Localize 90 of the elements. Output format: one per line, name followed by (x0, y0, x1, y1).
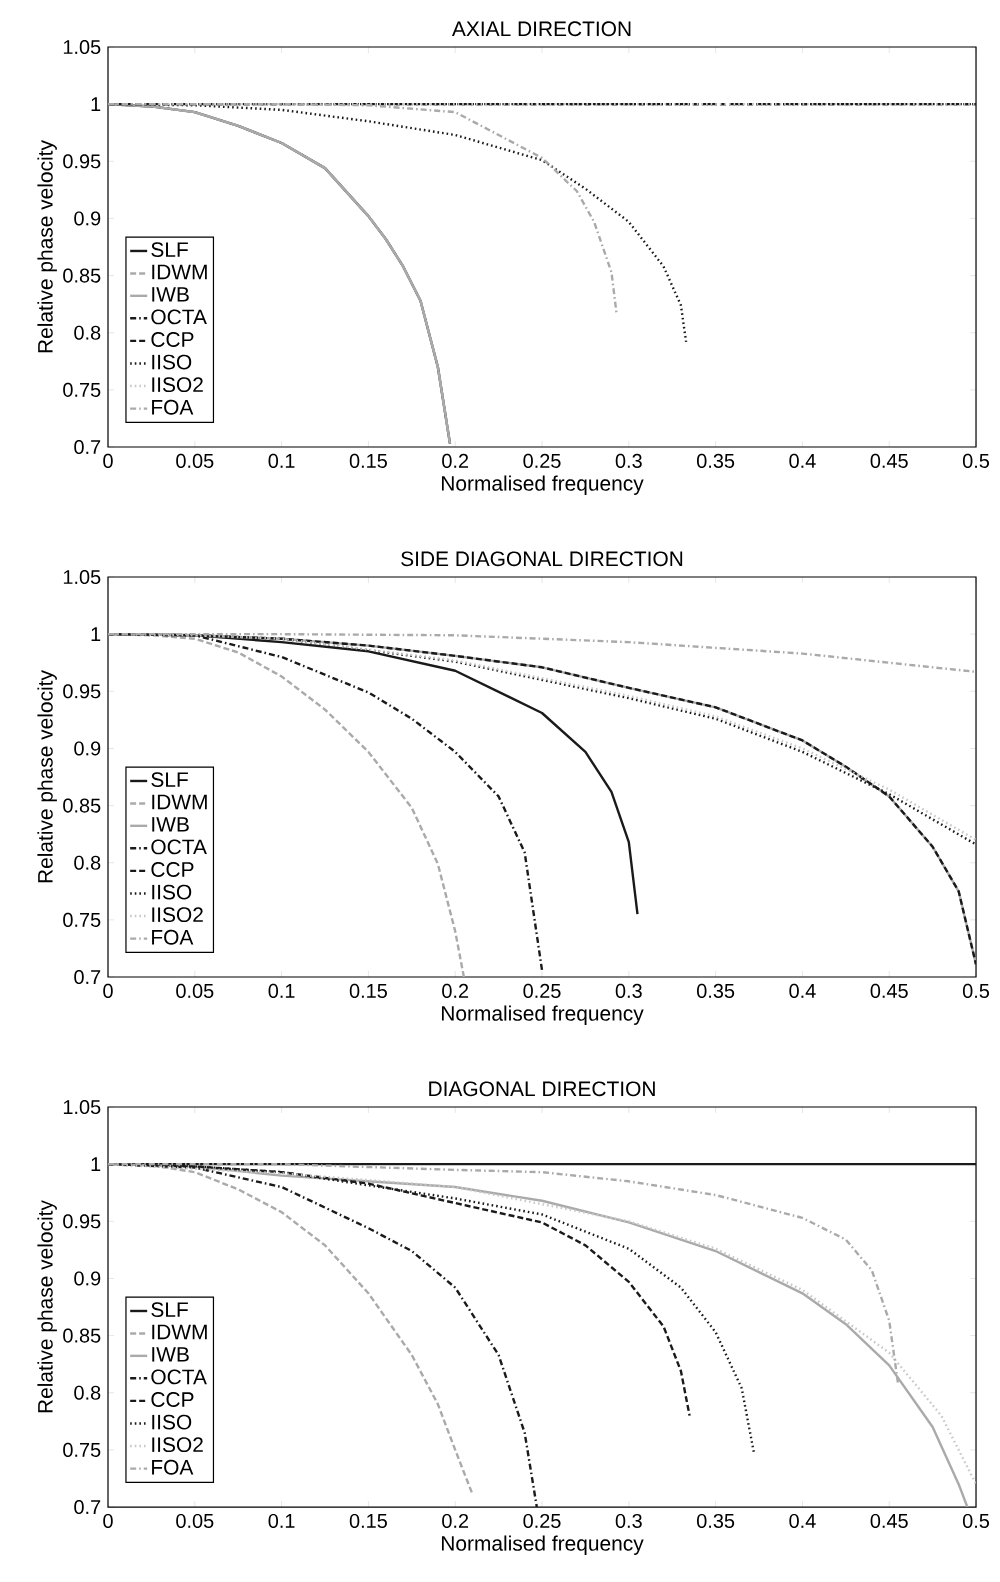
x-tick-label: 0.1 (268, 453, 295, 468)
chart-title: DIAGONAL DIRECTION (429, 1081, 655, 1097)
x-tick-label: 0.25 (523, 453, 561, 468)
legend-label: OCTA (151, 839, 207, 855)
y-tick-label: 0.8 (74, 325, 101, 340)
y-tick-label: 0.85 (63, 1328, 101, 1343)
y-tick-label: 0.85 (63, 798, 101, 813)
y-tick-label: 0.8 (74, 1385, 101, 1400)
legend-label: CCP (151, 332, 194, 347)
chart-title: AXIAL DIRECTION (451, 21, 631, 37)
x-tick-label: 0.05 (176, 1513, 214, 1528)
legend-label: IISO (152, 354, 192, 370)
x-tick-label: 0.2 (442, 983, 469, 998)
y-tick-label: 1 (91, 97, 101, 111)
y-tick-label: 1.05 (63, 39, 101, 55)
x-axis-title: Normalised frequency (441, 1005, 644, 1025)
legend-label: IDWM (152, 264, 207, 280)
legend-label: OCTA (151, 1369, 207, 1385)
legend-label: IISO (152, 884, 192, 900)
x-tick-label: 0.25 (523, 1513, 561, 1528)
x-tick-label: 0.15 (349, 1513, 387, 1528)
x-tick-label: 0.25 (523, 983, 561, 998)
y-axis-title: Relative phase velocity (37, 140, 57, 353)
y-tick-label: 1.05 (63, 1099, 101, 1115)
y-tick-label: 0.75 (63, 1442, 101, 1457)
legend-label: IWB (152, 287, 189, 302)
x-tick-label: 0.05 (176, 453, 214, 468)
x-tick-label: 0.45 (870, 453, 908, 468)
legend-label: CCP (151, 1392, 194, 1407)
x-tick-label: 0.15 (349, 453, 387, 468)
legend-label: FOA (152, 399, 194, 415)
y-tick-label: 0.95 (63, 1214, 101, 1229)
x-tick-label: 0.5 (962, 453, 990, 468)
legend-label: SLF (151, 772, 188, 787)
x-tick-label: 0.4 (789, 1513, 816, 1528)
legend-label: SLF (151, 242, 188, 257)
legend-label: IDWM (152, 1324, 207, 1340)
x-tick-label: 0.2 (442, 1513, 469, 1528)
x-tick-label: 0.5 (962, 1513, 990, 1528)
y-tick-label: 0.95 (63, 154, 101, 169)
y-tick-label: 0.85 (63, 268, 101, 283)
x-tick-label: 0.05 (176, 983, 214, 998)
y-tick-label: 0.95 (63, 684, 101, 699)
x-tick-label: 0.35 (697, 1513, 735, 1528)
x-tick-label: 0.1 (268, 983, 295, 998)
x-axis-title: Normalised frequency (441, 1535, 644, 1555)
y-tick-label: 0.75 (63, 912, 101, 927)
x-tick-label: 0.4 (789, 453, 816, 468)
legend-label: CCP (151, 862, 194, 877)
y-tick-label: 0.7 (74, 1499, 101, 1515)
legend-label: OCTA (151, 309, 207, 325)
y-axis-title: Relative phase velocity (37, 670, 57, 883)
legend-label: SLF (151, 1302, 188, 1318)
legend-label: IWB (152, 817, 189, 832)
x-tick-label: 0.35 (697, 453, 735, 468)
x-tick-label: 0.2 (442, 453, 469, 468)
x-tick-label: 0.3 (615, 983, 642, 998)
y-tick-label: 0.9 (74, 1271, 101, 1286)
legend-label: IISO (152, 1414, 192, 1430)
y-tick-label: 1.05 (63, 569, 101, 585)
y-tick-label: 0.7 (74, 439, 101, 455)
x-tick-label: 0.4 (789, 983, 816, 998)
y-axis-title: Relative phase velocity (37, 1200, 57, 1413)
x-tick-label: 0.45 (870, 983, 908, 998)
x-tick-label: 0.35 (697, 983, 735, 998)
y-tick-label: 0.9 (74, 211, 101, 226)
x-tick-label: 0.3 (615, 453, 642, 468)
x-tick-label: 0.15 (349, 983, 387, 998)
chart-title: SIDE DIAGONAL DIRECTION (401, 551, 683, 567)
legend-label: IISO2 (152, 907, 203, 923)
x-tick-label: 0 (103, 983, 113, 998)
x-tick-label: 0 (103, 453, 113, 468)
y-tick-label: 0.7 (74, 969, 101, 985)
y-tick-label: 1 (91, 627, 101, 642)
legend-label: IISO2 (152, 377, 203, 393)
x-axis-title: Normalised frequency (441, 475, 644, 495)
y-tick-label: 1 (91, 1157, 101, 1172)
legend-label: IISO2 (152, 1437, 203, 1453)
x-tick-label: 0.45 (870, 1513, 908, 1528)
x-tick-label: 0 (103, 1513, 113, 1528)
y-tick-label: 0.75 (63, 382, 101, 397)
legend-label: IWB (152, 1347, 189, 1362)
legend-label: FOA (152, 929, 194, 945)
legend-label: FOA (152, 1459, 194, 1475)
legend-label: IDWM (152, 794, 207, 810)
x-tick-label: 0.3 (615, 1513, 642, 1528)
y-tick-label: 0.9 (74, 741, 101, 756)
x-tick-label: 0.5 (962, 983, 990, 998)
x-tick-label: 0.1 (268, 1513, 295, 1528)
y-tick-label: 0.8 (74, 855, 101, 870)
